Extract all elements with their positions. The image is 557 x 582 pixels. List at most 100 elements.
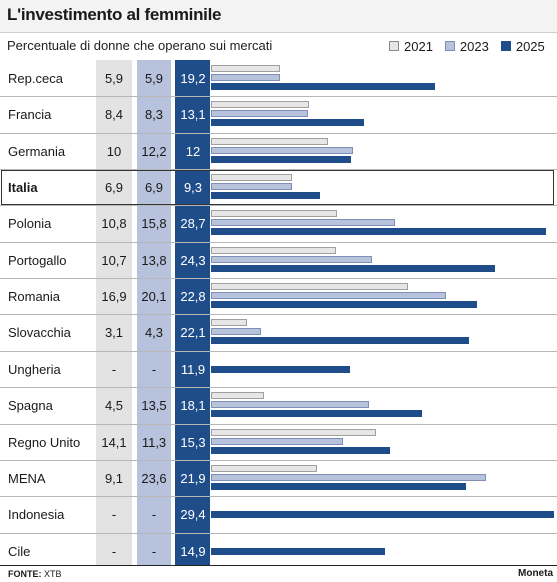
legend-label-2023: 2023 (459, 38, 489, 54)
value-label-2025-romania: 22,8 (180, 289, 206, 304)
category-label-portogallo: Portogallo (8, 253, 67, 268)
bar-2025-italia (211, 192, 320, 199)
bar-2025-rep-ceca (211, 83, 435, 90)
value-label-2023-rep-ceca: 5,9 (144, 71, 164, 86)
source-label: FONTE: (8, 569, 42, 579)
bar-2021-germania (211, 138, 328, 145)
legend: 2021 2023 2025 (389, 37, 545, 55)
value-label-2025-cile: 14,9 (180, 544, 206, 559)
value-label-2025-ungheria: 11,9 (180, 362, 206, 377)
column-bg-2025 (175, 60, 210, 565)
row-divider (0, 133, 557, 134)
bar-2025-polonia (211, 228, 546, 235)
value-label-2025-polonia: 28,7 (180, 216, 206, 231)
row-divider (0, 351, 557, 352)
value-label-2025-germania: 12 (185, 144, 201, 159)
highlight-box-italia (1, 170, 554, 205)
value-label-2021-portogallo: 10,7 (101, 253, 127, 268)
bar-2025-cile (211, 548, 385, 555)
column-bg-2023 (137, 60, 171, 565)
bar-2025-regno-unito (211, 447, 390, 454)
value-label-2023-romania: 20,1 (141, 289, 167, 304)
category-label-germania: Germania (8, 144, 66, 159)
bar-2023-francia (211, 110, 308, 117)
value-label-2023-germania: 12,2 (141, 144, 167, 159)
bar-2025-portogallo (211, 265, 495, 272)
bar-2023-portogallo (211, 256, 372, 263)
category-label-indonesia: Indonesia (8, 507, 65, 522)
value-label-2023-spagna: 13,5 (141, 398, 167, 413)
bar-2025-romania (211, 301, 477, 308)
bar-2025-indonesia (211, 511, 554, 518)
row-divider (0, 533, 557, 534)
legend-label-2025: 2025 (515, 38, 545, 54)
value-label-2023-indonesia: - (151, 507, 157, 522)
chart-subtitle: Percentuale di donne che operano sui mer… (7, 38, 273, 53)
bar-2023-rep-ceca (211, 74, 280, 81)
value-label-2021-ungheria: - (111, 362, 117, 377)
bar-2021-italia (211, 174, 292, 181)
value-label-2025-rep-ceca: 19,2 (180, 71, 206, 86)
category-label-mena: MENA (8, 471, 46, 486)
bar-2025-mena (211, 483, 466, 490)
bar-2025-ungheria (211, 366, 350, 373)
value-label-2025-spagna: 18,1 (180, 398, 206, 413)
value-label-2025-francia: 13,1 (180, 107, 206, 122)
row-divider (0, 460, 557, 461)
value-label-2025-italia: 9,3 (183, 180, 203, 195)
value-label-2021-slovacchia: 3,1 (104, 325, 124, 340)
bar-2023-italia (211, 183, 292, 190)
category-label-cile: Cile (8, 544, 31, 559)
bar-2023-germania (211, 147, 353, 154)
value-label-2023-italia: 6,9 (144, 180, 164, 195)
category-label-italia: Italia (8, 180, 38, 195)
value-label-2023-polonia: 15,8 (141, 216, 167, 231)
value-label-2021-romania: 16,9 (101, 289, 127, 304)
bar-2023-mena (211, 474, 486, 481)
category-label-francia: Francia (8, 107, 52, 122)
brand-label: Moneta (518, 568, 553, 579)
row-divider (0, 314, 557, 315)
legend-swatch-2021 (389, 41, 399, 51)
category-label-romania: Romania (8, 289, 61, 304)
title-band (0, 0, 557, 33)
value-label-2021-italia: 6,9 (104, 180, 124, 195)
bar-2021-slovacchia (211, 319, 247, 326)
bar-2023-regno-unito (211, 438, 343, 445)
bar-2021-spagna (211, 392, 264, 399)
bar-2023-romania (211, 292, 446, 299)
bar-2021-rep-ceca (211, 65, 280, 72)
value-label-2021-germania: 10 (106, 144, 122, 159)
bar-2025-slovacchia (211, 337, 469, 344)
column-bg-2021 (96, 60, 132, 565)
value-label-2021-mena: 9,1 (104, 471, 124, 486)
bar-2023-slovacchia (211, 328, 261, 335)
row-divider (0, 169, 557, 170)
row-divider (0, 96, 557, 97)
legend-swatch-2025 (500, 41, 511, 51)
legend-label-2021: 2021 (404, 38, 433, 54)
category-label-spagna: Spagna (8, 398, 53, 413)
bar-2023-polonia (211, 219, 395, 226)
row-divider (0, 496, 557, 497)
value-label-2021-spagna: 4,5 (104, 398, 124, 413)
value-label-2021-cile: - (111, 544, 117, 559)
bar-2025-germania (211, 156, 351, 163)
category-label-ungheria: Ungheria (8, 362, 61, 377)
bar-2023-spagna (211, 401, 369, 408)
value-label-2021-francia: 8,4 (104, 107, 124, 122)
chart-title: L'investimento al femminile (7, 5, 222, 24)
value-label-2023-mena: 23,6 (141, 471, 167, 486)
bar-2021-francia (211, 101, 309, 108)
value-label-2023-cile: - (151, 544, 157, 559)
value-label-2021-polonia: 10,8 (101, 216, 127, 231)
value-label-2025-indonesia: 29,4 (180, 507, 206, 522)
bar-2025-spagna (211, 410, 422, 417)
category-label-rep-ceca: Rep.ceca (8, 71, 63, 86)
row-divider (0, 278, 557, 279)
bar-2021-romania (211, 283, 408, 290)
row-divider (0, 205, 557, 206)
bar-2025-francia (211, 119, 364, 126)
row-divider (0, 242, 557, 243)
category-label-regno-unito: Regno Unito (8, 435, 81, 450)
